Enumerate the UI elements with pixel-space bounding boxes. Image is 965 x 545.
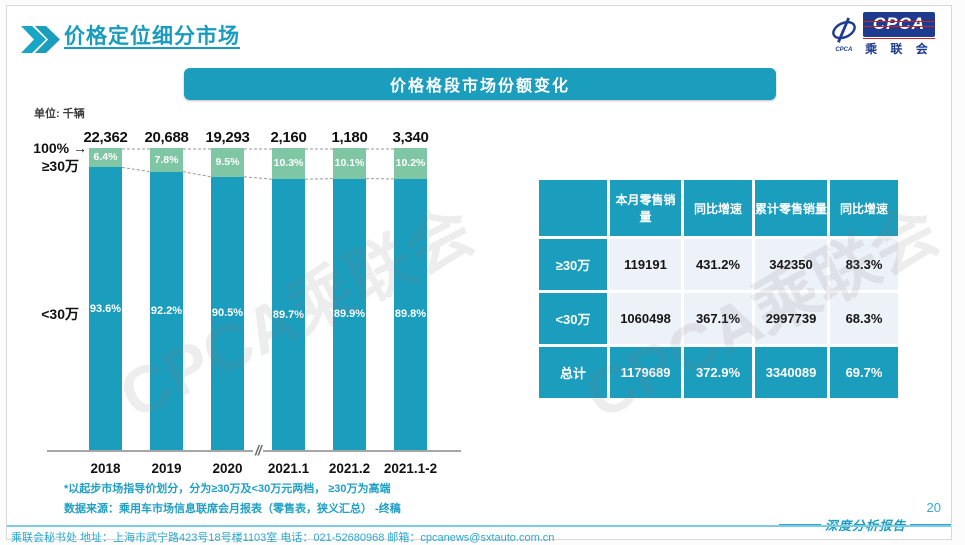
table-row-label: 总计: [539, 347, 607, 398]
x-axis-label: 2021.1: [258, 461, 319, 476]
table-cell: 2997739: [755, 293, 827, 344]
table-cell: 69.7%: [830, 347, 898, 398]
dotted-connector: [122, 167, 150, 171]
table-cell: 68.3%: [830, 293, 898, 344]
page-title: 价格定位细分市场: [64, 20, 240, 50]
table-cell: 367.1%: [684, 293, 752, 344]
x-axis-label: 2020: [197, 461, 258, 476]
bar-total-label: 19,293: [197, 129, 258, 146]
table-header-cell: 同比增速: [684, 180, 752, 236]
table-row-label: ≥30万: [539, 239, 607, 290]
footnote-data-source: 数据来源：乘用车市场信息联席会月报表（零售表，狭义汇总） -终稿: [64, 500, 401, 516]
logo-wordmark: CPCA 乘 联 会: [863, 12, 935, 57]
footer-divider-line: [7, 525, 951, 527]
x-axis-label: 2021.1-2: [380, 461, 441, 476]
table-row-label: <30万: [539, 293, 607, 344]
dotted-connector: [305, 179, 333, 180]
dotted-connector: [244, 177, 272, 179]
x-axis-label: 2021.2: [319, 461, 380, 476]
logo-mark-text: CPCA: [835, 47, 852, 53]
table-header-cell: 累计零售销量: [755, 180, 827, 236]
unit-label: 单位: 千辆: [34, 105, 85, 121]
table-cell: 83.3%: [830, 239, 898, 290]
dotted-connector: [183, 172, 211, 177]
axis-break-mark: //: [253, 442, 263, 458]
bar-total-label: 3,340: [380, 129, 441, 146]
bar-total-label: 22,362: [75, 129, 136, 146]
table-cell: 342350: [755, 239, 827, 290]
footnote-definition: *以起步市场指导价划分，分为≥30万及<30万元两档， ≥30万为高端: [64, 480, 391, 496]
series-label-ge30w: ≥30万: [21, 156, 79, 176]
double-chevron-icon: [21, 26, 61, 58]
bar-total-label: 2,160: [258, 129, 319, 146]
table-header-cell: 本月零售销量: [610, 180, 681, 236]
x-axis-label: 2019: [136, 461, 197, 476]
cpca-logo: CPCA CPCA 乘 联 会: [829, 12, 935, 57]
table-cell: 431.2%: [684, 239, 752, 290]
x-axis-label: 2018: [75, 461, 136, 476]
series-label-lt30w: <30万: [21, 304, 79, 324]
table-cell: 1179689: [610, 347, 681, 398]
bar-total-label: 1,180: [319, 129, 380, 146]
logo-org-text: 乘 联 会: [863, 38, 935, 57]
table-header-cell: [539, 180, 607, 236]
page-number: 20: [927, 500, 941, 515]
table-header-cell: 同比增速: [830, 180, 898, 236]
footer-contact-info: 乘联会秘书处 地址：上海市武宁路423号18号楼1103室 电话：021-526…: [11, 529, 554, 545]
table-cell: 1060498: [610, 293, 681, 344]
logo-swoosh-icon: CPCA: [829, 17, 859, 53]
connector-lines: [89, 148, 429, 451]
cpca-box-text: CPCA: [863, 12, 935, 37]
table-cell: 3340089: [755, 347, 827, 398]
bar-total-label: 20,688: [136, 129, 197, 146]
axis-100-text: 100%: [33, 140, 69, 156]
table-cell: 119191: [610, 239, 681, 290]
table-cell: 372.9%: [684, 347, 752, 398]
slide: 价格定位细分市场 CPCA CPCA 乘 联 会 价格格段市场份额变化 单位: …: [6, 5, 952, 540]
chart-banner-title: 价格格段市场份额变化: [184, 68, 776, 100]
